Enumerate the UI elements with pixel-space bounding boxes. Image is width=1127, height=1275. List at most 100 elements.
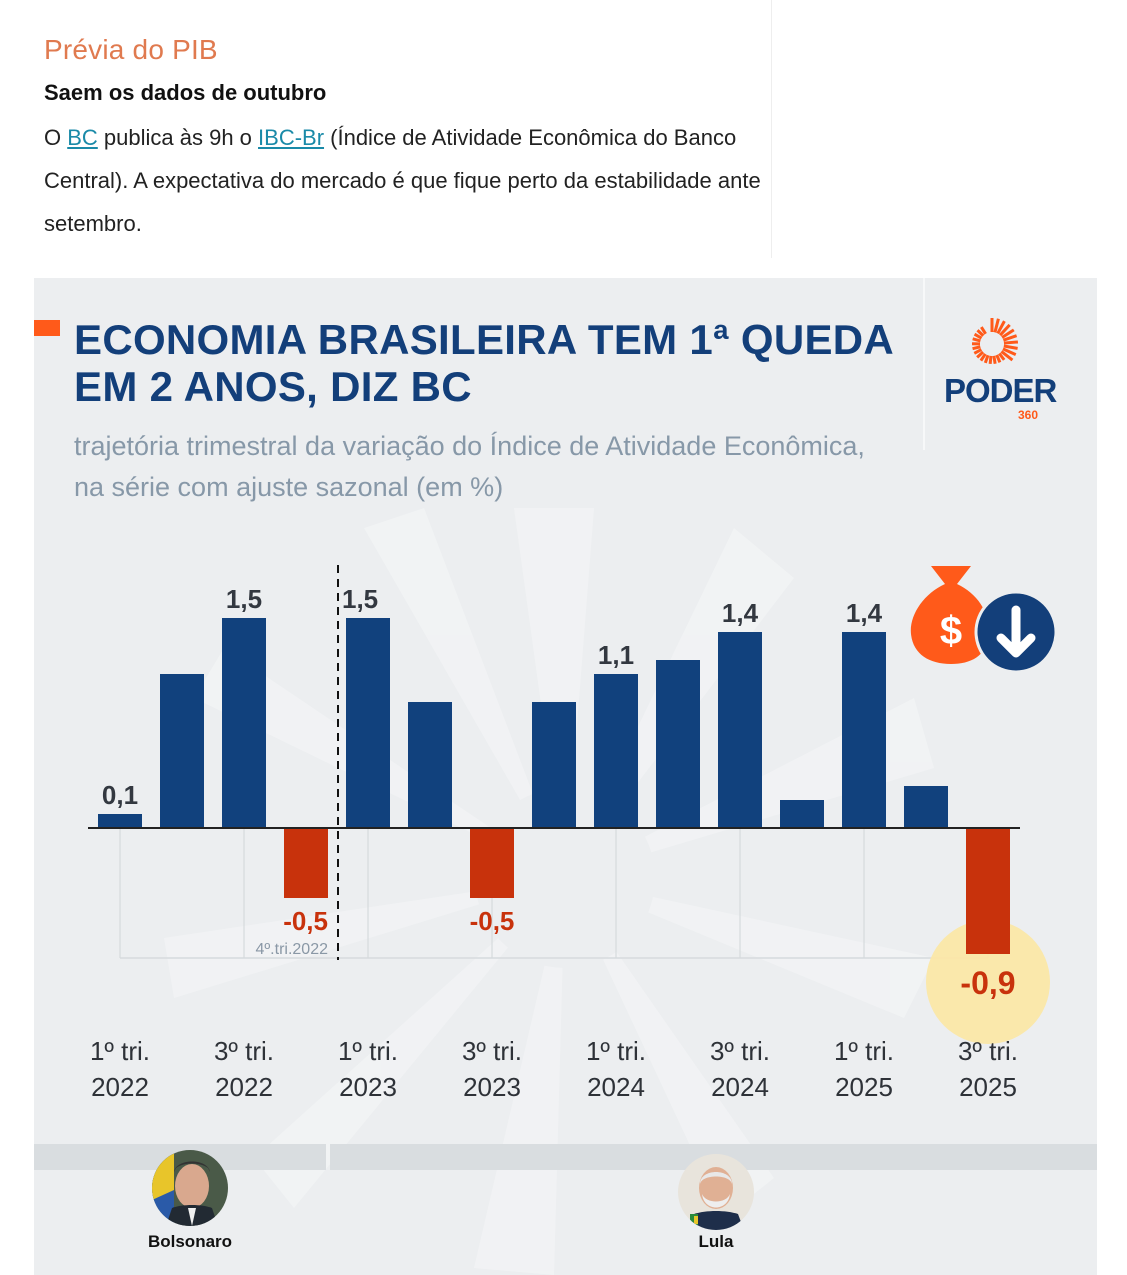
logo-ray (1002, 347, 1017, 356)
data-label: 0,1 (102, 780, 138, 810)
article-body: O BC publica às 9h o IBC-Br (Índice de A… (44, 116, 764, 245)
logo-ray (972, 345, 981, 351)
logo-ray (995, 354, 1002, 363)
bar-2T2024 (656, 660, 700, 828)
link-bc[interactable]: BC (67, 125, 98, 150)
data-label: -0,5 (283, 906, 328, 936)
bar-3T2022 (222, 618, 266, 828)
x-tick-year: 2022 (91, 1072, 149, 1102)
sunburst-logo-icon (971, 318, 1019, 365)
x-tick-quarter: 1º tri. (833, 1036, 895, 1066)
x-tick-quarter: 1º tri. (585, 1036, 647, 1066)
bar-2T2025 (904, 786, 948, 828)
logo-ray (979, 353, 987, 362)
bar-1T2023 (346, 618, 390, 828)
x-tick-year: 2022 (215, 1072, 273, 1102)
logo-ray (998, 352, 1006, 361)
highlight-circle (926, 920, 1050, 1044)
logo-number: 360 (1017, 408, 1038, 422)
x-tick-quarter: 1º tri. (337, 1036, 399, 1066)
bar-note-label: 4º.tri.2022 (255, 941, 328, 958)
bar-3T2023 (470, 828, 514, 898)
body-text-2: publica às 9h o (97, 125, 259, 150)
x-tick-quarter: 3º tri. (957, 1036, 1019, 1066)
bar-2T2022 (160, 674, 204, 828)
x-tick-label: 3º tri. 2023 (437, 1033, 547, 1105)
logo-ray (992, 355, 997, 364)
x-tick-year: 2025 (835, 1072, 893, 1102)
logo-ray (980, 326, 987, 335)
avatar-lula (678, 1154, 754, 1230)
chart-title: ECONOMIA BRASILEIRA TEM 1ª QUEDA EM 2 AN… (74, 316, 893, 410)
data-label: 1,5 (342, 584, 378, 614)
x-tick-quarter: 3º tri. (461, 1036, 523, 1066)
leader-name-bolsonaro: Bolsonaro (147, 1232, 233, 1251)
bar-4T2023 (532, 702, 576, 828)
x-tick-quarter: 3º tri. (709, 1036, 771, 1066)
logo-ray (988, 355, 993, 365)
data-label: 1,4 (846, 598, 883, 628)
x-tick-year: 2024 (587, 1072, 645, 1102)
data-label: 1,5 (226, 584, 262, 614)
money-bag-down-icon: $ (910, 566, 1058, 674)
bolsonaro-portrait-icon (152, 1150, 228, 1226)
x-tick-label: 1º tri. 2024 (561, 1033, 671, 1105)
logo-ray (1002, 334, 1018, 342)
bar-1T2024 (594, 674, 638, 828)
x-tick-year: 2023 (463, 1072, 521, 1102)
link-ibc-br[interactable]: IBC-Br (258, 125, 325, 150)
logo-ray (999, 323, 1011, 337)
logo-ray (972, 337, 981, 343)
x-tick-quarter: 3º tri. (213, 1036, 275, 1066)
body-text-1: O (44, 125, 68, 150)
data-label: -0,9 (960, 965, 1015, 1001)
x-tick-label: 3º tri. 2024 (685, 1033, 795, 1105)
logo-ray (996, 320, 1006, 335)
logo-ray (976, 350, 985, 359)
chart-subtitle: trajetória trimestral da variação do Índ… (74, 431, 865, 502)
x-tick-year: 2025 (959, 1072, 1017, 1102)
poder360-logo: PODER 360 (944, 316, 1057, 426)
logo-wordmark: PODER (944, 372, 1057, 409)
x-tick-year: 2023 (339, 1072, 397, 1102)
article-divider (771, 0, 772, 258)
accent-square (34, 320, 60, 336)
x-tick-year: 2024 (711, 1072, 769, 1102)
article-snippet: Prévia do PIB Saem os dados de outubro O… (44, 34, 764, 245)
bar-4T2024 (780, 800, 824, 828)
data-label: 1,1 (598, 640, 634, 670)
infographic-panel: ECONOMIA BRASILEIRA TEM 1ª QUEDA EM 2 AN… (34, 278, 1097, 1275)
article-kicker: Prévia do PIB (44, 34, 218, 65)
bar-chart: 0,1 1,5 -0,5 1,5 -0,5 1,1 1,4 1,4 -0,9 4º.tri.202… (88, 565, 1058, 1044)
bar-3T2024 (718, 632, 762, 828)
logo-ray (973, 332, 983, 340)
data-label: -0,5 (470, 906, 515, 936)
bar-2T2023 (408, 702, 452, 828)
logo-ray (1000, 350, 1014, 362)
lula-portrait-icon (678, 1154, 754, 1230)
logo-ray (973, 348, 983, 355)
bar-1T2022 (98, 814, 142, 828)
body-text-3: (Índice de Atividade Econômica do Banco … (44, 125, 761, 236)
logo-ray (976, 329, 985, 337)
header-divider (923, 278, 925, 450)
x-tick-label: 1º tri. 2023 (313, 1033, 423, 1105)
article-headline: Saem os dados de outubro (44, 80, 327, 105)
bar-3T2025 (966, 828, 1010, 954)
dollar-sign: $ (940, 609, 962, 653)
logo-ray (993, 318, 1000, 333)
leader-name-lula: Lula (698, 1232, 734, 1251)
logo-ray (1001, 328, 1015, 339)
bar-1T2025 (842, 632, 886, 828)
logo-ray (1003, 344, 1018, 350)
x-tick-label: 1º tri. 2022 (65, 1033, 175, 1105)
x-tick-label: 1º tri. 2025 (809, 1033, 919, 1105)
logo-ray (983, 354, 990, 364)
x-tick-label: 3º tri. 2022 (189, 1033, 299, 1105)
data-label: 1,4 (722, 598, 759, 628)
bar-4T2022 (284, 828, 328, 898)
logo-ray (1003, 340, 1019, 345)
x-tick-quarter: 1º tri. (89, 1036, 151, 1066)
x-tick-label: 3º tri. 2025 (933, 1033, 1043, 1105)
avatar-bolsonaro (152, 1150, 228, 1226)
